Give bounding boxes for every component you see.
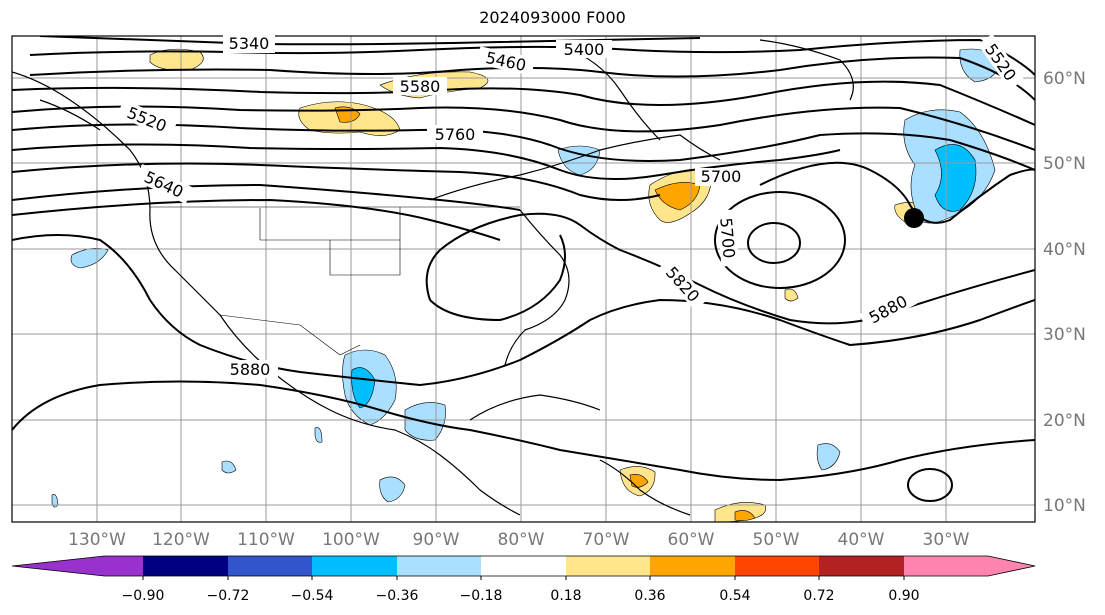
colorbar-segment <box>228 556 312 576</box>
colorbar-tick-label: −0.36 <box>376 588 419 604</box>
colorbar-min-extension <box>12 556 105 576</box>
graticule <box>12 36 1035 522</box>
lon-label: 70°W <box>583 530 630 550</box>
lat-label: 20°N <box>1043 411 1086 431</box>
colorbar-tick-label: 0.72 <box>803 588 834 604</box>
map-title: 2024093000 F000 <box>479 8 626 27</box>
neg-anomaly-area <box>816 443 841 471</box>
pos-anomaly-area <box>654 182 701 211</box>
lon-label: 50°W <box>753 530 800 550</box>
colorbar-ticks: −0.90 −0.72 −0.54 −0.36 −0.18 0.18 0.36 … <box>122 588 920 604</box>
colorbar-tick-label: −0.54 <box>291 588 334 604</box>
colorbar-segment <box>819 556 904 576</box>
map-background <box>12 36 1035 522</box>
lat-label: 10°N <box>1043 496 1086 516</box>
contour-label: 5700 <box>716 217 738 259</box>
colorbar-segment <box>481 556 566 576</box>
colorbar-segment <box>650 556 735 576</box>
colorbar-max-extension <box>988 556 1035 576</box>
colorbar-segment <box>312 556 397 576</box>
lat-label: 30°N <box>1043 325 1086 345</box>
colorbar-tick-label: −0.72 <box>207 588 250 604</box>
lon-label: 120°W <box>152 530 210 550</box>
colorbar-segment <box>143 556 228 576</box>
colorbar-segment <box>566 556 650 576</box>
contour-label: 5880 <box>230 360 271 379</box>
contour-label: 5400 <box>564 40 605 59</box>
lon-label: 80°W <box>498 530 545 550</box>
borders <box>150 206 520 356</box>
lon-label: 60°W <box>668 530 715 550</box>
colorbar-segment <box>904 556 988 576</box>
lon-label: 100°W <box>322 530 380 550</box>
colorbar <box>11 555 1036 580</box>
contour-labels: 5340 5400 5460 5580 5520 5760 5640 5700 … <box>116 33 1025 379</box>
colorbar-segment <box>397 556 481 576</box>
colorbar-segment <box>104 556 143 576</box>
neg-anomaly-area <box>221 460 237 474</box>
contour-label: 5340 <box>229 34 270 53</box>
contour-label: 5700 <box>701 167 742 186</box>
lon-label: 40°W <box>838 530 885 550</box>
storm-center-marker <box>904 208 924 228</box>
neg-anomaly-area <box>314 427 323 443</box>
colorbar-tick-label: 0.90 <box>888 588 919 604</box>
lon-label: 90°W <box>413 530 460 550</box>
lon-label: 110°W <box>237 530 295 550</box>
pos-anomaly-area <box>784 288 799 302</box>
contour-label: 5760 <box>435 125 476 144</box>
colorbar-tick-label: −0.18 <box>460 588 503 604</box>
colorbar-tick-label: 0.54 <box>719 588 750 604</box>
colorbar-tick-label: 0.36 <box>634 588 665 604</box>
lat-label: 40°N <box>1043 240 1086 260</box>
colorbar-outline <box>11 555 1036 577</box>
lon-label: 30°W <box>923 530 970 550</box>
lon-label: 130°W <box>68 530 126 550</box>
colorbar-tick-label: 0.18 <box>550 588 581 604</box>
pos-anomaly-area <box>149 48 204 71</box>
colorbar-segment <box>735 556 819 576</box>
longitude-labels: 130°W 120°W 110°W 100°W 90°W 80°W 70°W 6… <box>68 530 970 550</box>
map-frame <box>11 35 1036 523</box>
colorbar-tick-label: −0.90 <box>122 588 165 604</box>
neg-anomaly-area <box>934 144 977 212</box>
contour-label: 5580 <box>400 77 441 96</box>
lat-label: 60°N <box>1043 69 1086 89</box>
latitude-labels: 60°N 50°N 40°N 30°N 20°N 10°N <box>1043 69 1086 516</box>
pos-anomaly-area <box>734 510 756 521</box>
neg-anomaly-area <box>379 476 406 503</box>
lat-label: 50°N <box>1043 154 1086 174</box>
